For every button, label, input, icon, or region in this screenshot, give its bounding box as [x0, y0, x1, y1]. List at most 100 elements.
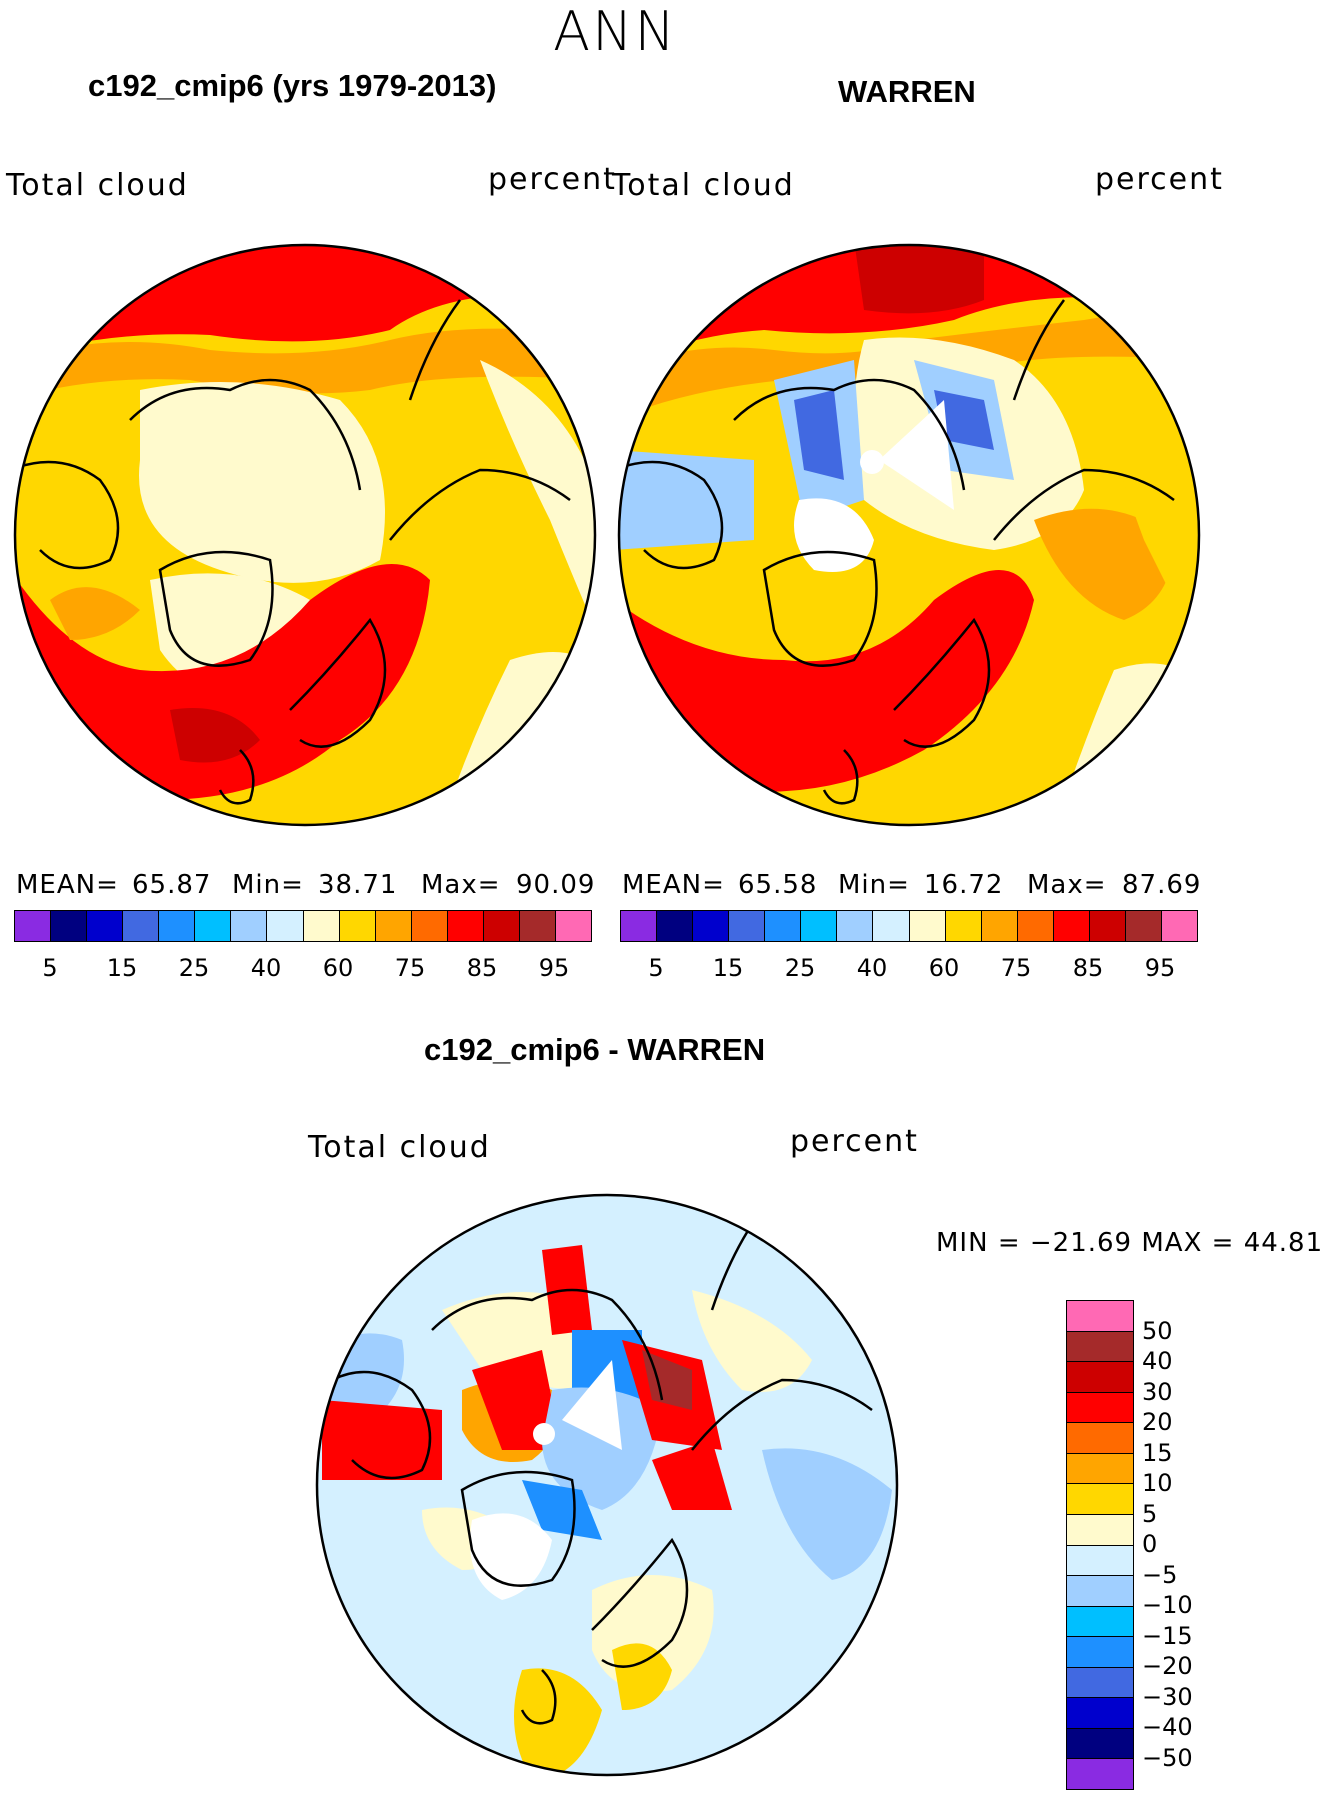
- panel3-minmax: MIN = −21.69 MAX = 44.81: [936, 1228, 1324, 1258]
- colorbar-tick-label: 20: [1142, 1408, 1173, 1436]
- colorbar-tick-label: 5: [42, 954, 58, 982]
- colorbar-swatch: [1067, 1576, 1133, 1607]
- colorbar-swatch: [1067, 1301, 1133, 1332]
- colorbar-tick-label: 15: [106, 954, 138, 982]
- colorbar-swatch: [1067, 1362, 1133, 1393]
- colorbar-tick-label: 50: [1142, 1316, 1173, 1345]
- panel2-title: WARREN: [838, 74, 976, 109]
- panel1-variable: Total cloud: [6, 168, 189, 203]
- colorbar-swatch: [231, 911, 268, 941]
- panel2-min-value: 16.72: [924, 870, 1004, 900]
- colorbar-tick-label: −5: [1142, 1560, 1178, 1589]
- panel2-colorbar: [620, 910, 1198, 942]
- panel2-units: percent: [1095, 162, 1224, 197]
- colorbar-swatch: [801, 911, 838, 941]
- panel3-colorbar: [1066, 1300, 1134, 1790]
- panel3-title: c192_cmip6 - WARREN: [424, 1032, 766, 1067]
- colorbar-tick-label: 10: [1142, 1469, 1173, 1497]
- panel1-colorbar: [14, 910, 592, 942]
- colorbar-tick-label: 60: [322, 954, 354, 982]
- panel1-units: percent: [488, 162, 617, 197]
- panel1-polar-map: [13, 243, 597, 827]
- colorbar-swatch: [1089, 911, 1126, 941]
- colorbar-tick-label: −40: [1142, 1713, 1193, 1741]
- colorbar-swatch: [1067, 1759, 1133, 1789]
- colorbar-swatch: [729, 911, 766, 941]
- colorbar-swatch: [1067, 1545, 1133, 1577]
- colorbar-swatch: [837, 911, 874, 941]
- panel3-units: percent: [790, 1124, 919, 1159]
- panel2-max-label: Max=: [1027, 870, 1107, 900]
- colorbar-tick-label: −50: [1142, 1743, 1193, 1772]
- colorbar-swatch: [1161, 911, 1197, 941]
- colorbar-swatch: [909, 911, 946, 941]
- colorbar-swatch: [195, 911, 232, 941]
- figure-title: ANN: [553, 0, 677, 63]
- colorbar-tick-label: 60: [928, 954, 960, 982]
- colorbar-tick-label: 75: [1000, 954, 1032, 982]
- colorbar-swatch: [555, 911, 591, 941]
- colorbar-tick-label: −30: [1142, 1682, 1193, 1711]
- colorbar-tick-label: 85: [466, 954, 498, 982]
- colorbar-swatch: [1067, 1392, 1133, 1424]
- colorbar-tick-label: 30: [1142, 1377, 1173, 1406]
- colorbar-swatch: [159, 911, 196, 941]
- colorbar-swatch: [1067, 1484, 1133, 1515]
- colorbar-swatch: [765, 911, 802, 941]
- colorbar-tick-label: 40: [250, 954, 282, 982]
- colorbar-swatch: [123, 911, 160, 941]
- colorbar-swatch: [1067, 1423, 1133, 1454]
- panel1-mean-value: 65.87: [132, 870, 212, 900]
- colorbar-swatch: [1125, 911, 1162, 941]
- colorbar-swatch: [621, 911, 658, 941]
- colorbar-swatch: [981, 911, 1018, 941]
- colorbar-tick-label: 25: [784, 954, 816, 982]
- colorbar-tick-label: 40: [1142, 1347, 1173, 1375]
- colorbar-swatch: [375, 911, 412, 941]
- colorbar-swatch: [411, 911, 448, 941]
- colorbar-swatch: [1053, 911, 1090, 941]
- colorbar-swatch: [1067, 1453, 1133, 1485]
- colorbar-swatch: [267, 911, 304, 941]
- panel2-min-label: Min=: [838, 870, 910, 900]
- colorbar-swatch: [1067, 1514, 1133, 1546]
- panel3-variable: Total cloud: [308, 1130, 491, 1165]
- colorbar-swatch: [15, 911, 52, 941]
- colorbar-swatch: [873, 911, 910, 941]
- colorbar-tick-label: 75: [394, 954, 426, 982]
- colorbar-tick-label: 15: [712, 954, 744, 982]
- colorbar-swatch: [1067, 1331, 1133, 1363]
- colorbar-swatch: [483, 911, 520, 941]
- colorbar-swatch: [303, 911, 340, 941]
- panel2-mean-value: 65.58: [738, 870, 818, 900]
- panel2-polar-map: [617, 243, 1201, 827]
- panel1-max-value: 90.09: [516, 870, 596, 900]
- panel3-polar-map: [315, 1193, 899, 1777]
- panel2-mean-label: MEAN=: [622, 870, 725, 900]
- panel1-max-label: Max=: [421, 870, 501, 900]
- colorbar-tick-label: 0: [1142, 1530, 1158, 1558]
- panel2-max-value: 87.69: [1122, 870, 1202, 900]
- colorbar-swatch: [1067, 1728, 1133, 1760]
- colorbar-swatch: [87, 911, 124, 941]
- panel1-title: c192_cmip6 (yrs 1979-2013): [88, 68, 497, 103]
- colorbar-tick-label: −10: [1142, 1591, 1193, 1619]
- colorbar-tick-label: 85: [1072, 954, 1104, 982]
- colorbar-tick-label: 95: [538, 954, 570, 982]
- colorbar-swatch: [693, 911, 730, 941]
- panel1-min-label: Min=: [232, 870, 304, 900]
- colorbar-tick-label: 5: [1142, 1499, 1158, 1528]
- colorbar-swatch: [657, 911, 694, 941]
- colorbar-swatch: [1067, 1698, 1133, 1729]
- colorbar-tick-label: −15: [1142, 1621, 1193, 1650]
- colorbar-tick-label: 15: [1142, 1438, 1173, 1467]
- colorbar-swatch: [1067, 1606, 1133, 1638]
- colorbar-swatch: [945, 911, 982, 941]
- colorbar-swatch: [51, 911, 88, 941]
- colorbar-swatch: [447, 911, 484, 941]
- colorbar-swatch: [1067, 1637, 1133, 1668]
- colorbar-swatch: [339, 911, 376, 941]
- panel1-mean-label: MEAN=: [16, 870, 119, 900]
- colorbar-tick-label: 5: [648, 954, 664, 982]
- colorbar-swatch: [519, 911, 556, 941]
